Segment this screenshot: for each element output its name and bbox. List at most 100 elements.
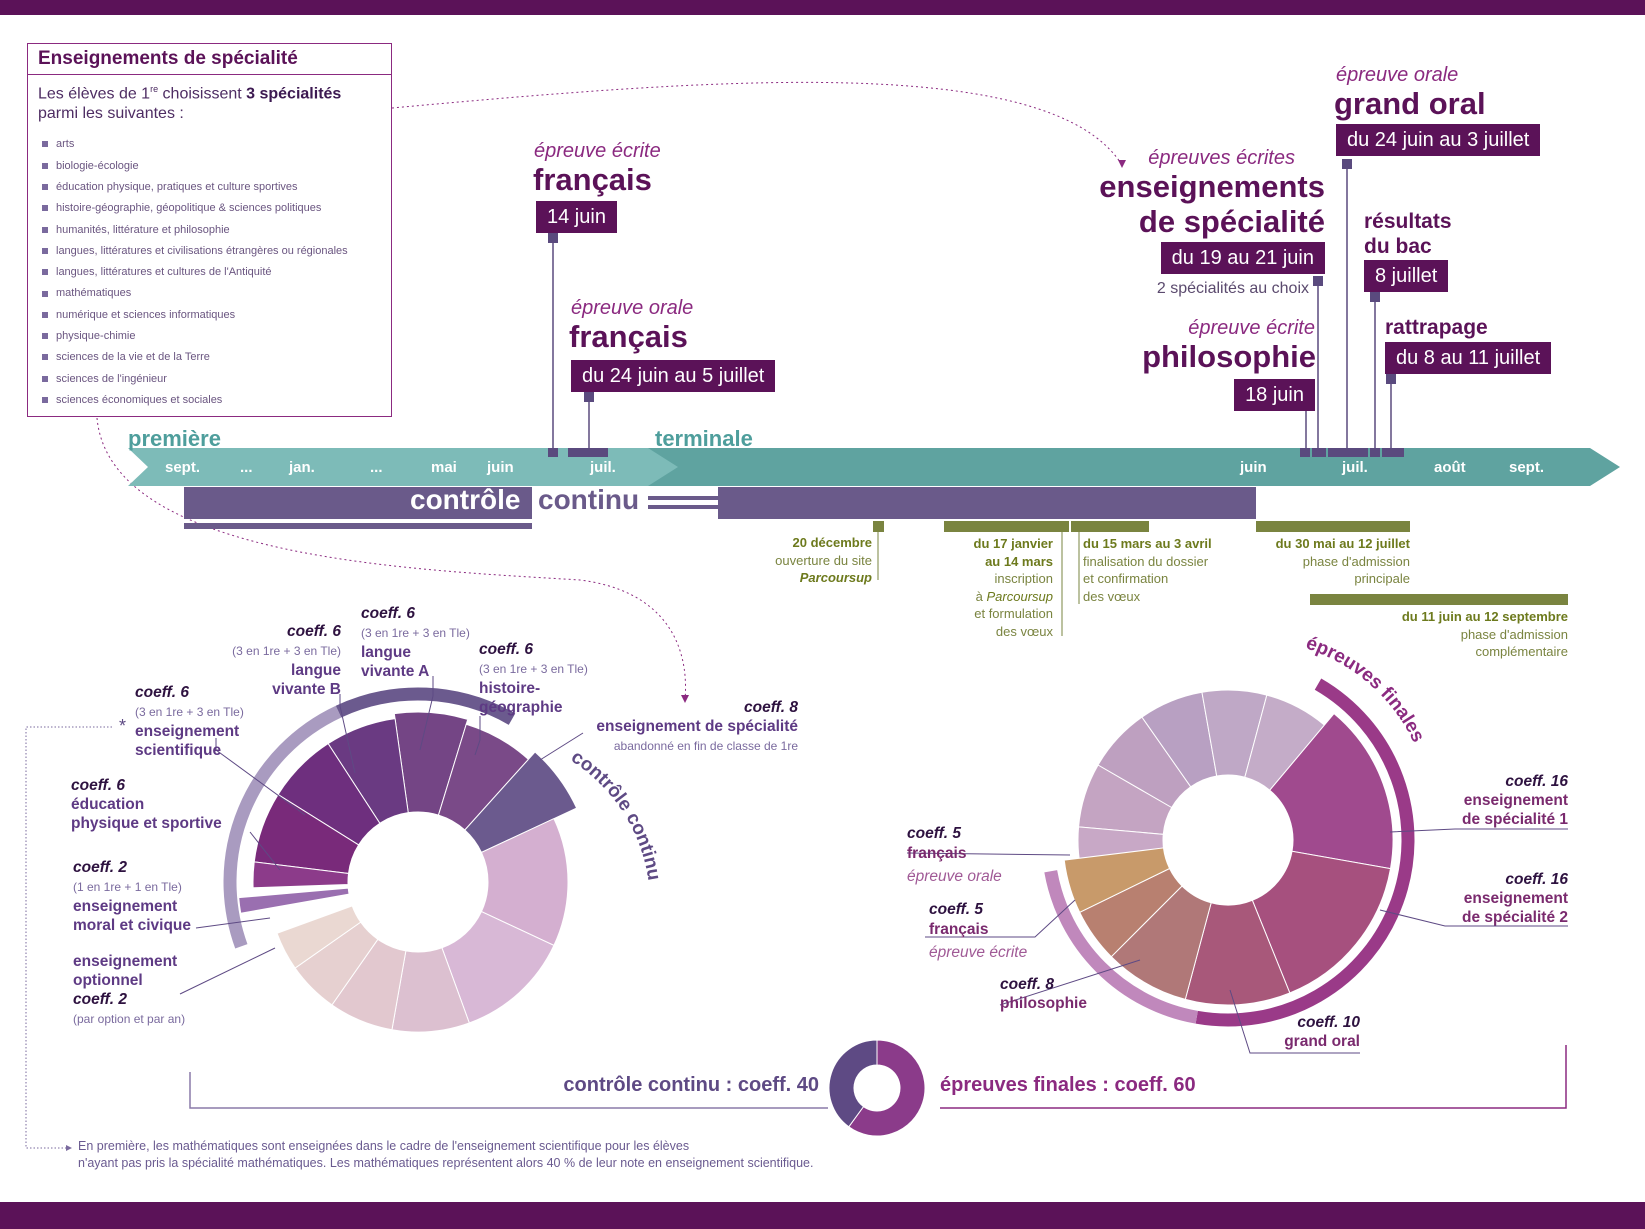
month-label: août	[1434, 459, 1466, 476]
controle-continu-word2: continu	[538, 484, 640, 515]
bullet-icon	[42, 290, 48, 297]
label-emc: coeff. 2 (1 en 1re + 1 en Tle) enseignemen…	[73, 859, 192, 934]
cc-bar-premiere	[184, 487, 532, 519]
label-spe1: coeff. 16 enseignement de spécialité 1	[1462, 773, 1568, 828]
rattrapage-date: du 8 au 11 juillet	[1385, 342, 1552, 374]
month-label: juil.	[590, 459, 616, 476]
dotted-connector-bottom	[96, 417, 687, 701]
month-label: juin	[487, 459, 514, 476]
label-spe-abandonne: coeff. 8 enseignement de spécialité abando…	[596, 699, 798, 753]
arrow-tip-top	[1118, 160, 1126, 168]
specialite-sub: épreuves écrites	[1148, 147, 1295, 169]
bullet-icon	[42, 184, 48, 191]
premiere-arrow	[128, 448, 678, 486]
bullet-icon	[42, 247, 48, 254]
intro-end: parmi les suivantes :	[38, 105, 184, 123]
summary-left: contrôle continu : coeff. 40	[563, 1074, 819, 1096]
intro-start: Les élèves de 1	[38, 85, 151, 103]
parcoursup-phase-4: du 30 mai au 12 juillet phase d'admission…	[1275, 536, 1410, 586]
terminale-label: terminale	[655, 426, 753, 451]
specialite-date: du 19 au 21 juin	[1160, 242, 1325, 274]
parcoursup-phase-1: 20 décembre ouverture du site Parcoursup	[775, 535, 872, 585]
bullet-icon	[42, 396, 48, 403]
footnote-line-2: n'ayant pas pris la spécialité mathémati…	[78, 1156, 814, 1170]
footnote: En première, les mathématiques sont ense…	[78, 1138, 813, 1172]
bullet-icon	[42, 354, 48, 361]
terminale-arrow	[636, 448, 1620, 486]
month-label: ...	[370, 459, 383, 476]
month-label: ...	[240, 459, 253, 476]
list-item: arts	[42, 134, 391, 155]
grand-oral-date: du 24 juin au 3 juillet	[1336, 124, 1541, 156]
label-lva: coeff. 6 (3 en 1re + 3 en Tle) langue vivan…	[361, 605, 470, 680]
month-label: juil.	[1342, 459, 1368, 476]
philosophie-date: 18 juin	[1234, 379, 1315, 411]
label-fr-oral: coeff. 5 français épreuve orale	[907, 825, 1002, 885]
list-item: langues, littératures et cultures de l'A…	[42, 262, 391, 283]
cc-bar-connector	[648, 496, 718, 500]
rattrapage-title: rattrapage	[1385, 316, 1488, 339]
month-label: sept.	[1509, 459, 1545, 476]
francais-ecrit-sub: épreuve écrite	[534, 140, 661, 162]
label-spe2: coeff. 16 enseignement de spécialité 2	[1462, 871, 1568, 926]
specialite-title-2: de spécialité	[1138, 204, 1325, 239]
month-label: mai	[431, 459, 457, 476]
bullet-icon	[42, 269, 48, 276]
month-label: juin	[1240, 459, 1267, 476]
resultats-title-2: du bac	[1364, 235, 1432, 258]
speciality-box-title: Enseignements de spécialité	[28, 44, 391, 75]
summary-right: épreuves finales : coeff. 60	[940, 1074, 1196, 1096]
cc-bar-terminale	[718, 487, 1256, 519]
list-item: physique-chimie	[42, 326, 391, 347]
footnote-connector	[25, 726, 112, 1149]
specialite-title-1: enseignements	[1099, 169, 1325, 204]
francais-oral-date: du 24 juin au 5 juillet	[571, 360, 776, 392]
list-item: sciences de la vie et de la Terre	[42, 347, 391, 368]
list-item: éducation physique, pratiques et culture…	[42, 177, 391, 198]
parcoursup-phase-2: du 17 janvier au 14 mars inscription à Parc…	[973, 536, 1053, 639]
top-band	[0, 0, 1645, 15]
list-item: sciences économiques et sociales	[42, 390, 391, 411]
arrow-tip-bottom	[681, 695, 689, 703]
bullet-icon	[42, 141, 48, 148]
cc-bar-connector2	[648, 505, 718, 509]
list-item: biologie-écologie	[42, 156, 391, 177]
francais-oral-title: français	[569, 319, 688, 354]
controle-continu-word1: contrôle	[410, 484, 521, 515]
bullet-icon	[42, 205, 48, 212]
label-grand-oral: coeff. 10 grand oral	[1284, 1014, 1360, 1050]
parcoursup-phase-3: du 15 mars au 3 avril finalisation du dos…	[1083, 536, 1212, 604]
speciality-list: arts biologie-écologie éducation physiqu…	[28, 134, 391, 411]
label-philo: coeff. 8 philosophie	[1000, 976, 1087, 1012]
bullet-icon	[42, 311, 48, 318]
parcoursup-phase-5: du 11 juin au 12 septembre phase d'admiss…	[1401, 609, 1568, 659]
footnote-line-1: En première, les mathématiques sont ense…	[78, 1139, 690, 1153]
speciality-box-intro: Les élèves de 1re choisissent 3 spéciali…	[28, 75, 391, 124]
bullet-icon	[42, 162, 48, 169]
list-item: mathématiques	[42, 283, 391, 304]
label-lvb: coeff. 6 (3 en 1re + 3 en Tle) langue vivan…	[232, 623, 341, 698]
philosophie-title: philosophie	[1142, 339, 1316, 374]
premiere-label: première	[128, 426, 221, 451]
intro-mid: choisissent	[158, 85, 247, 103]
label-opt: enseignement optionnel coeff. 2 (par option…	[73, 953, 186, 1026]
francais-ecrit-title: français	[533, 162, 652, 197]
label-hg: coeff. 6 (3 en 1re + 3 en Tle) histoire-gé…	[479, 641, 588, 716]
footnote-arrow	[66, 1145, 72, 1151]
resultats-date: 8 juillet	[1364, 260, 1449, 292]
grand-oral-title: grand oral	[1334, 86, 1486, 121]
philosophie-sub: épreuve écrite	[1188, 317, 1315, 339]
resultats-title-1: résultats	[1364, 210, 1452, 233]
dotted-connector-top	[391, 81, 1123, 166]
month-label: sept.	[165, 459, 201, 476]
francais-ecrit-date: 14 juin	[536, 201, 617, 233]
bullet-icon	[42, 226, 48, 233]
bullet-icon	[42, 375, 48, 382]
list-item: humanités, littérature et philosophie	[42, 220, 391, 241]
intro-bold: 3 spécialités	[246, 85, 342, 103]
bullet-icon	[42, 333, 48, 340]
month-label: jan.	[289, 459, 315, 476]
label-fr-ecrit: coeff. 5 français épreuve écrite	[929, 901, 1028, 961]
list-item: sciences de l'ingénieur	[42, 369, 391, 390]
